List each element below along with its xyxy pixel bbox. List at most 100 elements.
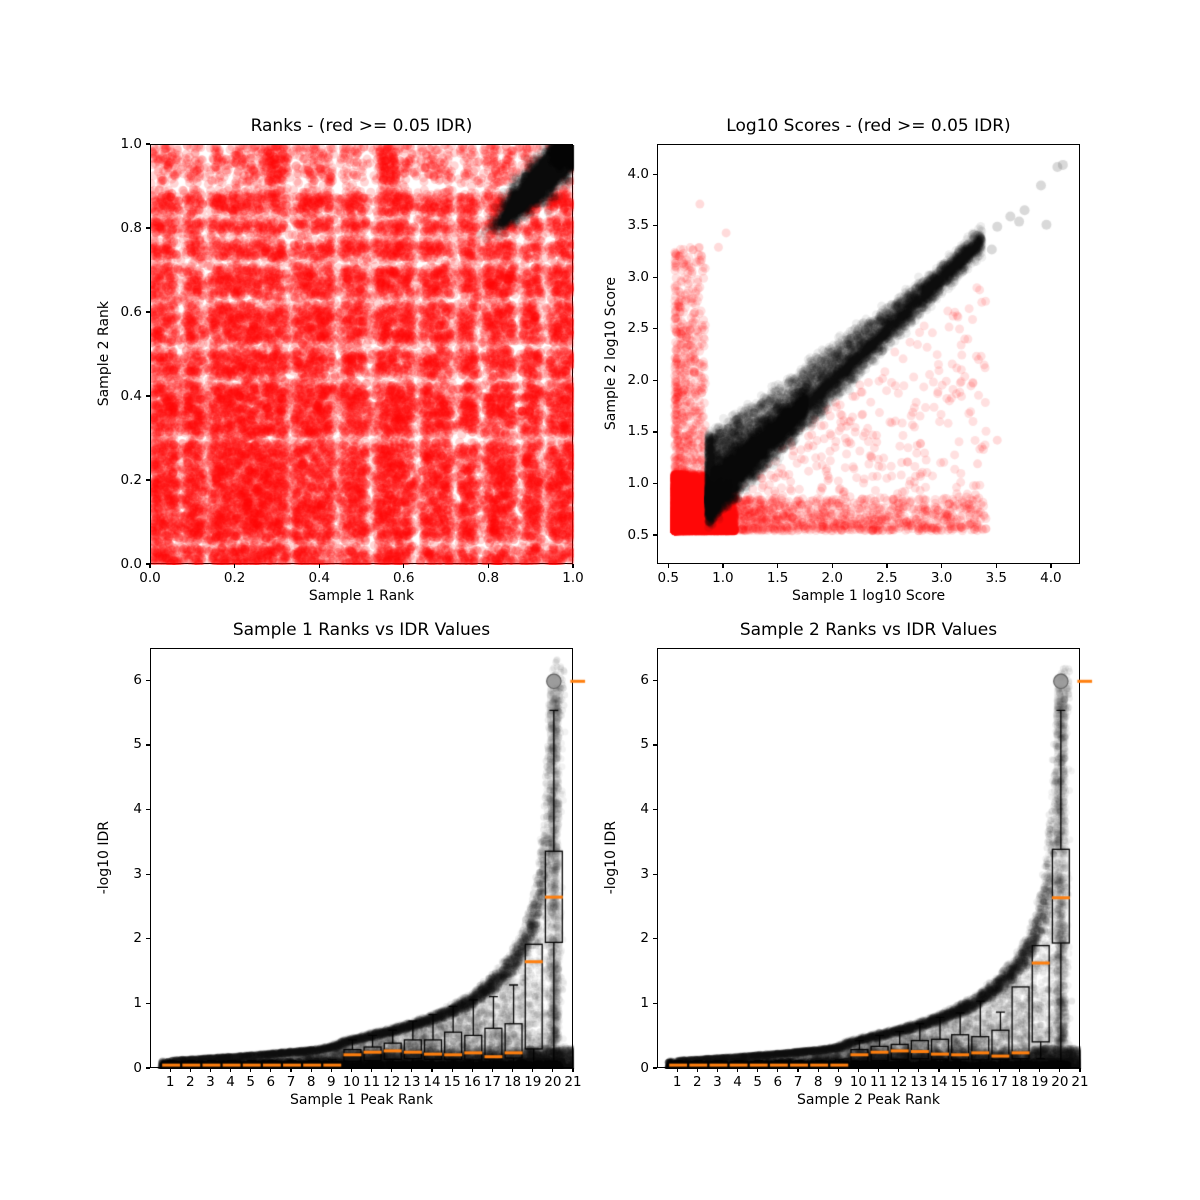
- x-tick-mark: [552, 1068, 554, 1072]
- x-tick-mark: [898, 1068, 900, 1072]
- x-tick-mark: [487, 564, 489, 568]
- x-tick-label: 0.8: [477, 570, 500, 586]
- x-tick-label: 1: [165, 1074, 175, 1090]
- x-axis-label: Sample 1 Peak Rank: [290, 1092, 433, 1108]
- y-tick-label: 6: [133, 671, 142, 688]
- x-tick-label: 1.0: [562, 570, 584, 586]
- x-tick-mark: [572, 1068, 574, 1072]
- x-tick-mark: [777, 1068, 779, 1072]
- x-tick-mark: [451, 1068, 453, 1072]
- x-tick-label: 5: [753, 1074, 762, 1090]
- y-tick-label: 4: [133, 801, 142, 818]
- x-tick-label: 7: [286, 1074, 296, 1090]
- y-tick-mark: [653, 1002, 657, 1004]
- y-tick-mark: [653, 173, 657, 175]
- x-tick-mark: [318, 564, 320, 568]
- x-tick-label: 17: [483, 1074, 502, 1090]
- x-tick-mark: [857, 1068, 860, 1072]
- y-tick-mark: [146, 311, 150, 313]
- y-tick-label: 3.5: [627, 217, 649, 234]
- x-tick-mark: [149, 564, 151, 568]
- y-tick-label: 1.5: [627, 423, 649, 440]
- x-tick-label: 9: [833, 1074, 843, 1090]
- y-tick-mark: [653, 744, 657, 746]
- y-tick-mark: [146, 744, 150, 746]
- y-tick-label: 1.0: [120, 135, 142, 152]
- y-tick-mark: [146, 938, 150, 940]
- x-tick-label: 18: [1010, 1074, 1029, 1090]
- x-tick-label: 13: [910, 1074, 928, 1090]
- x-tick-label: 10: [342, 1074, 361, 1090]
- sample1-idr-canvas: [151, 649, 590, 1069]
- x-tick-mark: [350, 1068, 353, 1072]
- x-tick-label: 4: [733, 1074, 742, 1090]
- x-tick-mark: [270, 1068, 272, 1072]
- x-tick-mark: [757, 1068, 759, 1072]
- y-tick-mark: [653, 534, 657, 536]
- x-tick-mark: [817, 1068, 819, 1072]
- y-tick-mark: [653, 379, 657, 381]
- x-tick-mark: [978, 1068, 980, 1072]
- x-tick-label: 11: [362, 1074, 381, 1090]
- x-tick-mark: [995, 564, 997, 568]
- x-tick-label: 7: [793, 1074, 803, 1090]
- y-tick-mark: [653, 431, 657, 433]
- y-tick-mark: [146, 808, 150, 811]
- x-tick-mark: [1050, 564, 1052, 568]
- axes-frame: [657, 144, 1097, 565]
- x-tick-label: 16: [463, 1074, 481, 1090]
- y-tick-mark: [146, 873, 150, 875]
- y-tick-label: 0.4: [120, 387, 142, 404]
- x-tick-label: 12: [383, 1074, 401, 1090]
- y-tick-label: 0: [640, 1059, 649, 1076]
- y-tick-label: 3: [640, 865, 649, 882]
- x-tick-mark: [370, 1068, 373, 1072]
- x-tick-label: 15: [950, 1074, 968, 1090]
- x-tick-mark: [471, 1068, 473, 1072]
- x-tick-mark: [722, 564, 724, 568]
- y-tick-label: 2.0: [627, 371, 649, 388]
- scores-scatter-canvas: [658, 145, 1097, 565]
- x-tick-mark: [491, 1068, 494, 1072]
- y-tick-mark: [146, 227, 150, 229]
- x-tick-mark: [831, 564, 833, 568]
- axes-frame: [150, 144, 590, 565]
- x-tick-label: 6: [266, 1074, 276, 1090]
- x-tick-mark: [716, 1068, 719, 1072]
- x-tick-label: 5: [246, 1074, 255, 1090]
- y-tick-mark: [653, 482, 657, 485]
- y-tick-mark: [146, 679, 150, 681]
- x-tick-mark: [797, 1068, 799, 1072]
- x-tick-mark: [511, 1068, 514, 1072]
- x-axis-label: Sample 1 log10 Score: [791, 588, 946, 604]
- y-tick-label: 3.0: [627, 268, 649, 285]
- plot-title: Sample 1 Ranks vs IDR Values: [232, 620, 491, 640]
- x-tick-label: 0.0: [139, 570, 161, 586]
- x-tick-mark: [330, 1068, 332, 1072]
- y-tick-label: 0: [133, 1059, 142, 1076]
- x-tick-mark: [310, 1068, 312, 1072]
- x-tick-mark: [918, 1068, 920, 1072]
- plot-title: Sample 2 Ranks vs IDR Values: [739, 620, 998, 640]
- x-tick-mark: [998, 1068, 1001, 1072]
- y-tick-mark: [146, 395, 150, 397]
- x-tick-label: 4: [226, 1074, 235, 1090]
- x-tick-mark: [532, 1068, 534, 1072]
- y-tick-mark: [653, 1067, 657, 1069]
- y-tick-label: 1.0: [627, 474, 649, 491]
- x-tick-label: 8: [306, 1074, 316, 1090]
- y-tick-label: 5: [640, 736, 649, 753]
- y-tick-mark: [146, 563, 150, 565]
- x-tick-mark: [837, 1068, 839, 1072]
- x-tick-label: 2.0: [821, 570, 843, 586]
- plot-title: Log10 Scores - (red >= 0.05 IDR): [726, 116, 1011, 136]
- y-tick-mark: [146, 1067, 150, 1069]
- x-tick-mark: [886, 564, 888, 568]
- x-tick-label: 11: [869, 1074, 888, 1090]
- y-tick-mark: [653, 225, 657, 227]
- x-tick-mark: [229, 1068, 232, 1072]
- plot-title: Ranks - (red >= 0.05 IDR): [250, 116, 473, 136]
- x-tick-label: 20: [544, 1074, 562, 1090]
